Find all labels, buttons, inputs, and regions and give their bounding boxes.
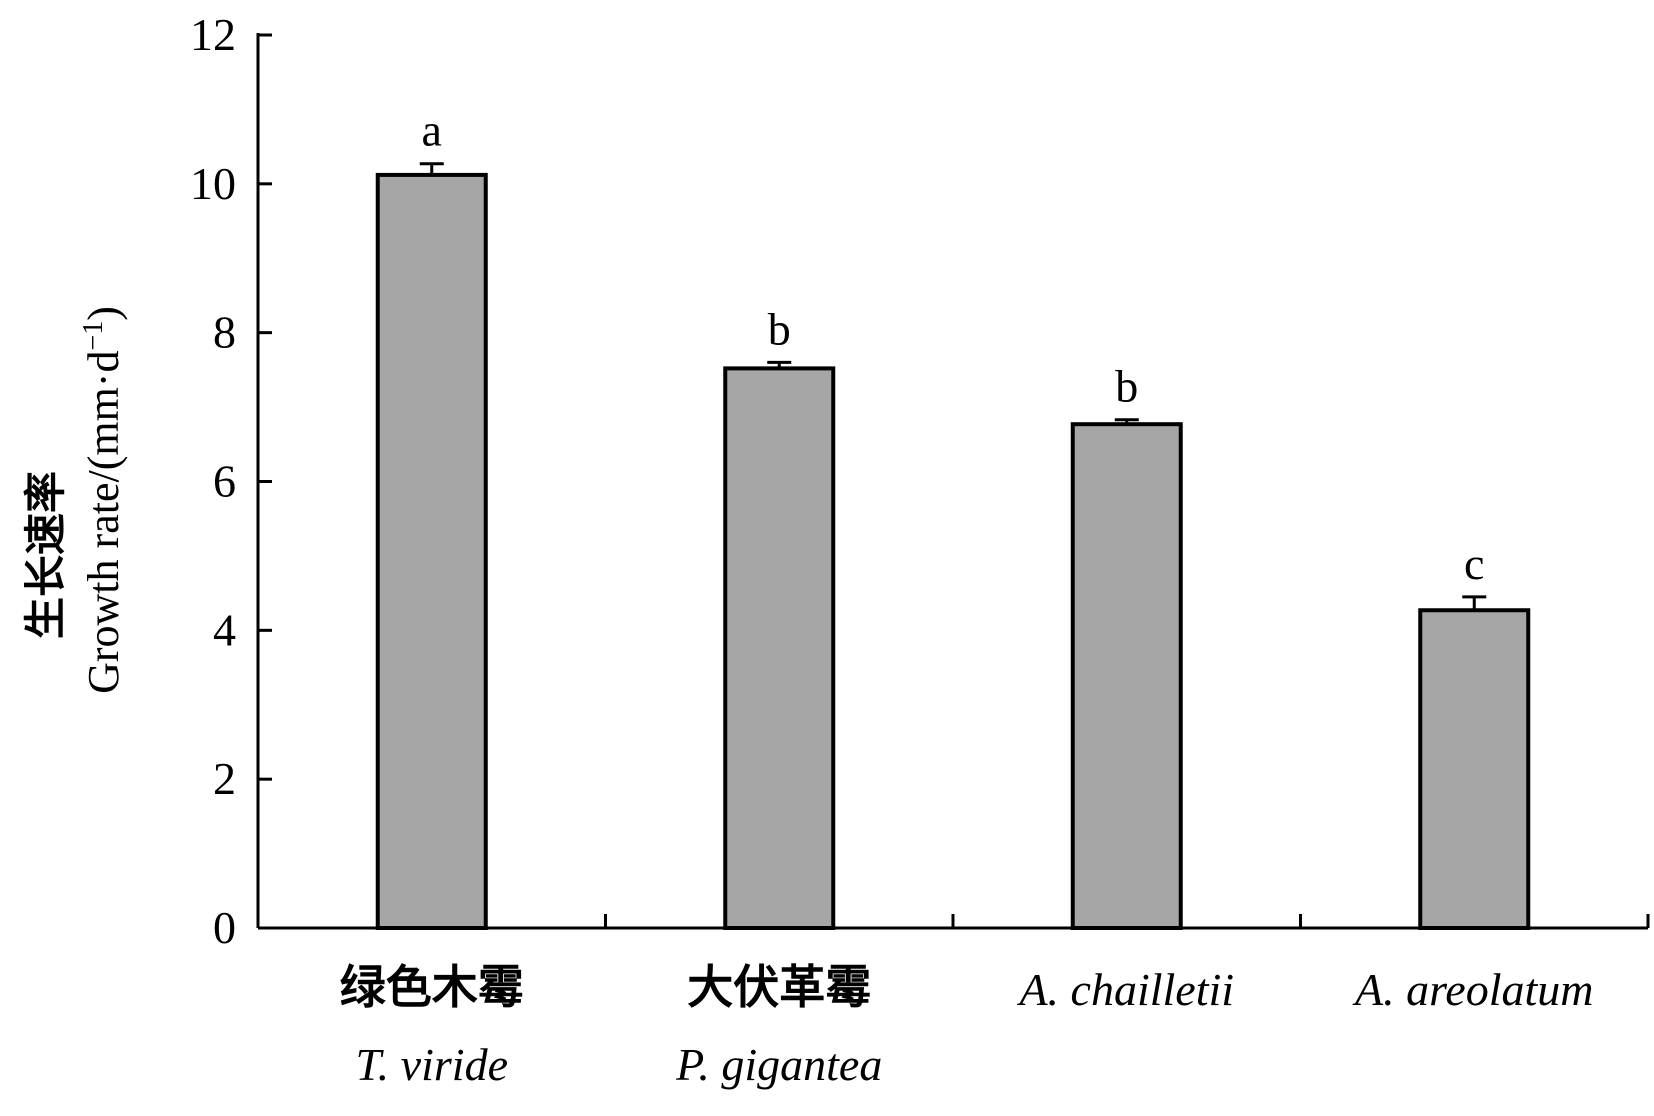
category-label-latin-1: P. gigantea [675,1039,882,1090]
y-axis-label-cn: 生长速率 [21,471,70,639]
y-axis-label-en-main: Growth rate/(mm·d [79,351,128,694]
y-axis-label-close: ) [79,306,128,321]
axes-layer [256,33,1650,930]
labels-layer: a 绿色木霉 T. viride b 大伏革霉 P. gigantea b A. chaill… [190,9,1594,1090]
significance-label-3: c [1464,538,1484,589]
bars-layer [375,162,1531,931]
y-tick-label-5: 10 [190,158,236,209]
y-axis-label: 生长速率 Growth rate/(mm·d−1) [21,306,128,694]
bar-2 [1070,422,1183,930]
y-tick-label-0: 0 [213,902,236,953]
y-axis-label-unit-sup: −1 [78,321,109,351]
category-label-latin-3: A. areolatum [1352,964,1594,1015]
y-tick-label-4: 8 [213,307,236,358]
significance-label-1: b [768,303,791,354]
significance-label-2: b [1115,361,1138,412]
category-label-cn-1: 大伏革霉 [687,960,871,1014]
bar-3 [1418,608,1531,930]
y-tick-label-6: 12 [190,9,236,60]
bar-1 [723,366,836,930]
category-label-cn-0: 绿色木霉 [340,960,524,1014]
y-axis-label-en: Growth rate/(mm·d−1) [78,306,128,694]
y-tick-label-2: 4 [213,604,236,655]
y-tick-label-1: 2 [213,753,236,804]
category-label-latin-2: A. chailletii [1016,964,1234,1015]
category-label-latin-0: T. viride [356,1039,508,1090]
y-tick-label-3: 6 [213,456,236,507]
significance-label-0: a [422,105,442,156]
bar-0 [375,172,488,931]
